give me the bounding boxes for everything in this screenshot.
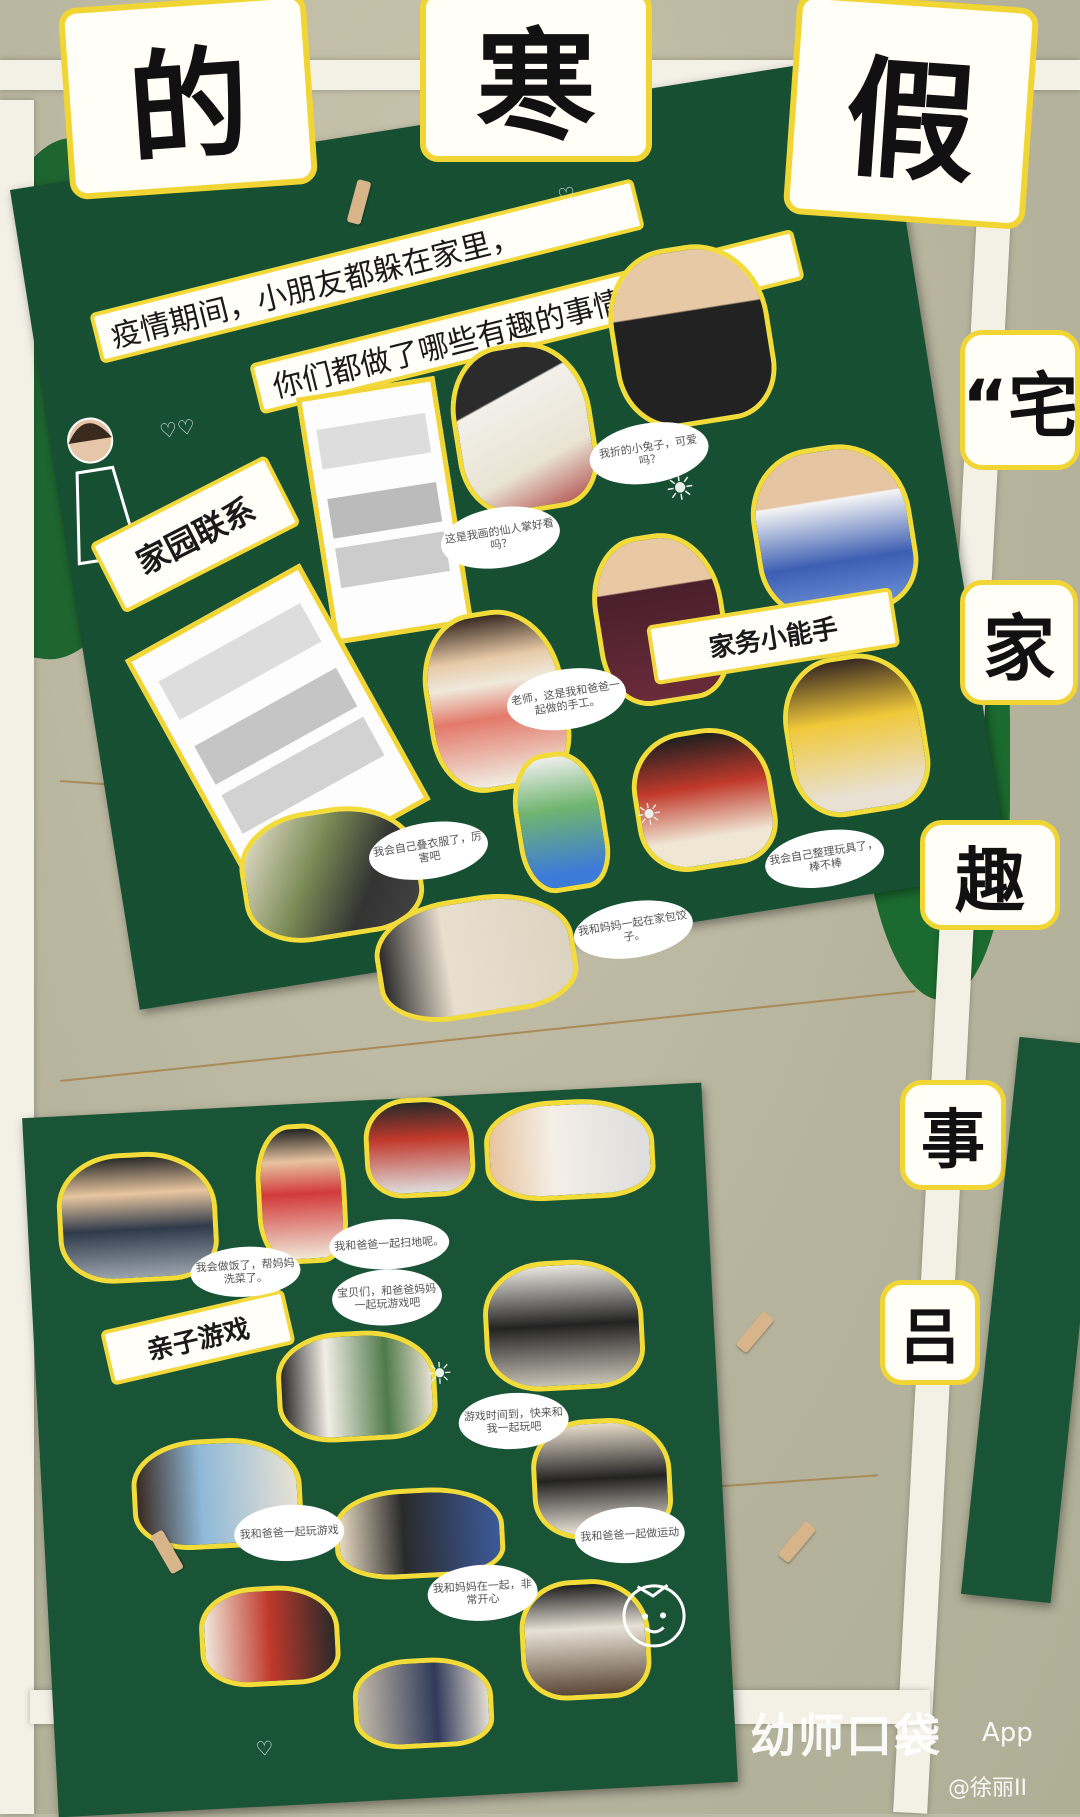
child-photo <box>505 745 616 898</box>
side-card: 吕 <box>880 1280 980 1385</box>
title-card: 的 <box>57 0 319 201</box>
child-photo <box>480 1256 648 1395</box>
title-card: 寒 <box>420 0 652 162</box>
teacher-cartoon <box>46 405 150 576</box>
side-card: 家 <box>960 580 1078 705</box>
poster-lower: 亲子游戏 我会做饭了，帮妈妈洗菜了。 我和爸爸一起扫地呢。 宝贝们，和爸爸妈妈一… <box>22 1082 738 1817</box>
side-card: 事 <box>900 1080 1006 1190</box>
child-photo <box>773 644 938 825</box>
speech-bubble: 宝贝们，和爸爸妈妈一起玩游戏吧 <box>330 1266 444 1329</box>
watermark-author: @徐丽II <box>948 1776 1027 1801</box>
sun-doodle: ☀ <box>633 795 666 835</box>
child-photo <box>482 1095 658 1205</box>
heart-doodle: ♡♡ <box>157 414 197 444</box>
child-photo <box>197 1582 343 1690</box>
chat-image-placeholder <box>316 412 432 470</box>
label-parent-child: 亲子游戏 <box>99 1288 296 1386</box>
watermark-app: App <box>982 1718 1033 1748</box>
heart-doodle: ♡ <box>254 1736 275 1761</box>
heart-doodle: ♡ <box>555 181 578 209</box>
girl-doodle <box>607 1564 702 1663</box>
child-photo <box>361 1094 477 1201</box>
watermark-brand: 幼师口袋 <box>750 1709 942 1763</box>
frame-post-left <box>0 100 34 1814</box>
poster-upper: 疫情期间，小朋友都躲在家里， 你们都做了哪些有趣的事情呢？ 家园联系 家务小能手… <box>10 52 1010 1032</box>
speech-bubble: 我会自己整理玩具了，棒不棒 <box>761 821 889 896</box>
chat-image-placeholder <box>335 531 450 589</box>
side-card: 趣 <box>920 820 1060 930</box>
sun-doodle: ☀ <box>662 466 699 511</box>
sun-doodle: ☀ <box>425 1356 454 1393</box>
child-photo <box>351 1654 496 1752</box>
title-card: 假 <box>782 0 1040 231</box>
chat-image-placeholder <box>327 481 443 539</box>
child-photo <box>273 1327 440 1446</box>
side-card: “宅 <box>960 330 1080 470</box>
